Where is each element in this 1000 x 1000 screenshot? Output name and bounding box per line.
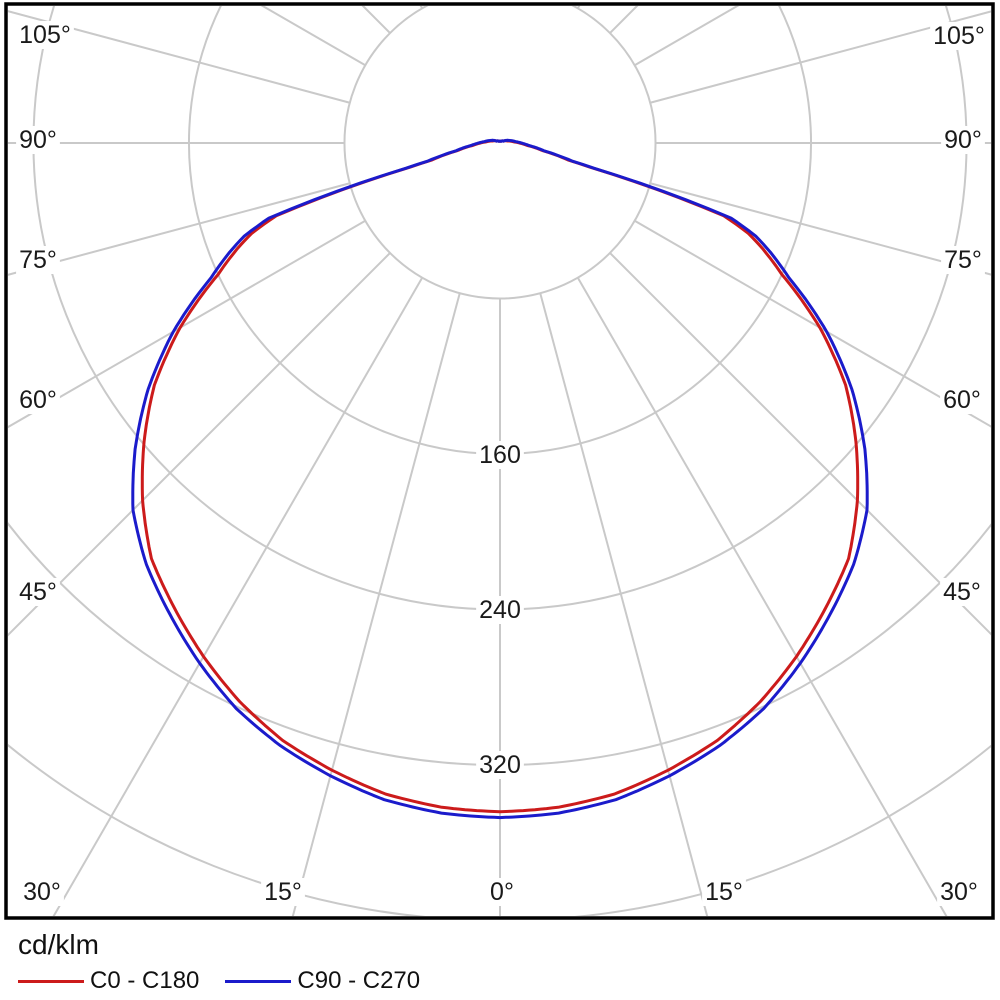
grid-spoke-300deg	[8, 219, 366, 429]
angle-label-6-15°: 15°	[261, 878, 305, 906]
grid-spoke-330deg	[52, 277, 424, 916]
grid-spoke-285deg	[8, 182, 351, 276]
angle-label-2-75°: 75°	[16, 246, 60, 274]
legend-line-c90-c270	[225, 979, 292, 983]
ring-label-320: 320	[476, 751, 524, 779]
legend-row: C0 - C180 C90 - C270	[18, 967, 446, 995]
angle-label-0-105°: 105°	[16, 21, 74, 49]
plot-frame	[4, 2, 995, 920]
ring-label-160: 160	[476, 441, 524, 469]
angle-label-3-60°: 60°	[16, 386, 60, 414]
ring-label-240: 240	[476, 596, 524, 624]
grid-spoke-30deg	[576, 277, 948, 916]
grid-spoke-315deg	[8, 252, 391, 637]
legend: cd/klm C0 - C180 C90 - C270	[18, 930, 446, 995]
grid-spoke-105deg	[649, 10, 991, 104]
svg-text:160: 160	[479, 441, 521, 469]
angle-label-11-60°: 60°	[940, 386, 984, 414]
svg-text:75°: 75°	[944, 246, 982, 274]
svg-text:60°: 60°	[943, 386, 981, 414]
svg-text:15°: 15°	[264, 878, 302, 906]
angle-label-12-75°: 75°	[941, 246, 985, 274]
grid-spoke-345deg	[291, 292, 461, 916]
angle-label-5-30°: 30°	[20, 878, 64, 906]
svg-text:45°: 45°	[943, 578, 981, 606]
grid-spoke-15deg	[539, 292, 709, 916]
svg-text:240: 240	[479, 596, 521, 624]
svg-text:320: 320	[479, 751, 521, 779]
legend-units-label: cd/klm	[18, 929, 99, 960]
svg-text:30°: 30°	[940, 878, 978, 906]
curve-c90-c270	[131, 138, 869, 820]
svg-text:15°: 15°	[705, 878, 743, 906]
svg-text:0°: 0°	[490, 878, 514, 906]
angle-label-9-30°: 30°	[937, 878, 981, 906]
angle-label-4-45°: 45°	[16, 578, 60, 606]
svg-text:90°: 90°	[19, 126, 57, 154]
angle-label-7-0°: 0°	[487, 878, 517, 906]
grid-spoke-60deg	[634, 219, 991, 428]
angle-label-13-90°: 90°	[941, 126, 985, 154]
grid-spoke-45deg	[609, 252, 991, 636]
svg-text:75°: 75°	[19, 246, 57, 274]
legend-label-c90-c270: C90 - C270	[297, 967, 421, 994]
angle-label-1-90°: 90°	[16, 126, 60, 154]
angle-label-14-105°: 105°	[930, 22, 988, 50]
svg-text:90°: 90°	[944, 126, 982, 154]
grid-ring-80	[343, 6, 657, 300]
angle-label-10-45°: 45°	[940, 578, 984, 606]
grid-spoke-255deg	[8, 10, 351, 104]
svg-text:105°: 105°	[19, 21, 71, 49]
svg-text:45°: 45°	[19, 578, 57, 606]
angle-label-8-15°: 15°	[702, 878, 746, 906]
grid-spoke-75deg	[649, 182, 991, 276]
legend-label-c0-c180: C0 - C180	[90, 967, 200, 994]
svg-text:30°: 30°	[23, 878, 61, 906]
svg-text:105°: 105°	[933, 22, 985, 50]
legend-line-c0-c180	[18, 979, 84, 983]
svg-text:60°: 60°	[19, 386, 57, 414]
